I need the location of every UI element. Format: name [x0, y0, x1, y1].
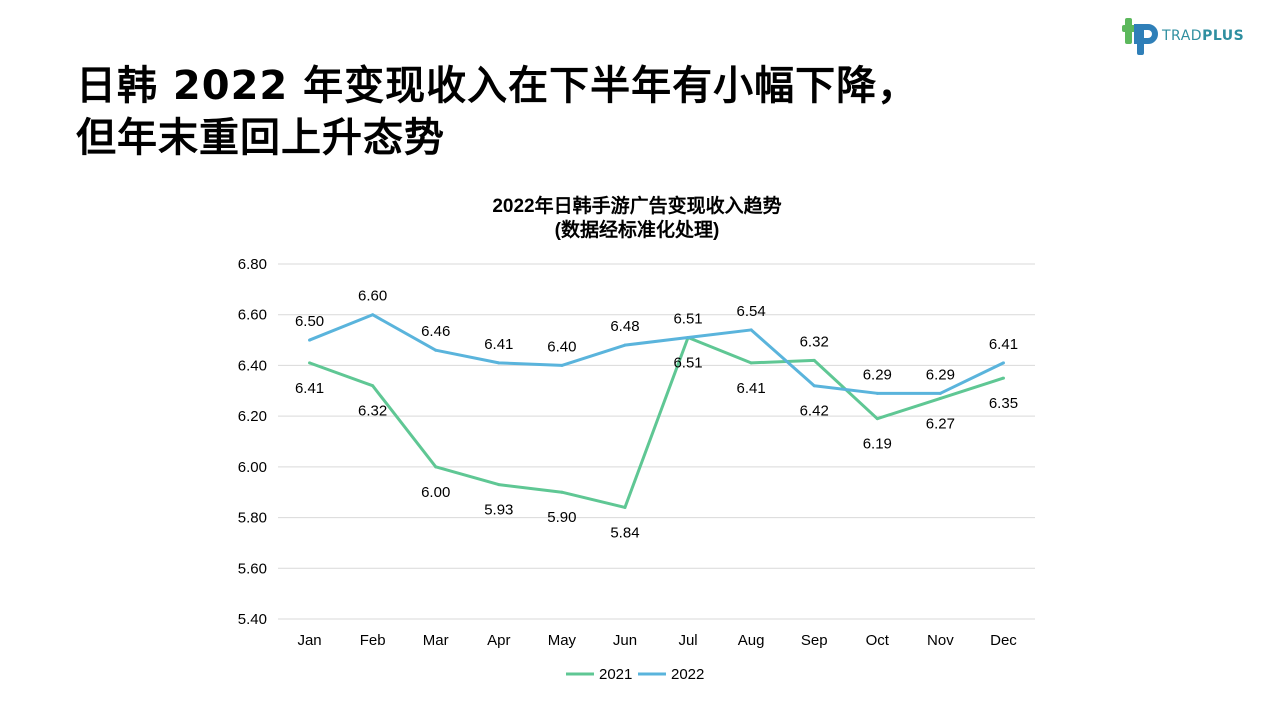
x-axis: Jan Feb Mar Apr May Jun Jul Aug Sep Oct Nov Dec	[297, 632, 1017, 649]
y-tick-label: 6.80	[238, 256, 267, 273]
data-point-2021	[560, 490, 564, 494]
x-tick-label: May	[548, 632, 577, 649]
y-tick-label: 6.60	[238, 307, 267, 324]
y-tick-label: 5.60	[238, 560, 267, 577]
slide-headline-line-2: 但年末重回上升态势	[76, 115, 445, 161]
data-point-2021	[938, 396, 942, 400]
chart-series	[308, 313, 1005, 509]
x-tick-label: Apr	[487, 632, 510, 649]
data-point-2022	[1001, 361, 1005, 365]
data-label-2021: 6.32	[358, 403, 387, 420]
data-label-2022: 6.41	[484, 336, 513, 353]
data-label-2021: 6.27	[926, 415, 955, 432]
y-tick-label: 6.00	[238, 459, 267, 476]
slide-headline-line-1: 日韩 2022 年变现收入在下半年有小幅下降，	[76, 63, 919, 109]
data-label-2021: 6.35	[989, 395, 1018, 412]
data-point-2022	[875, 391, 879, 395]
data-point-2021	[749, 361, 753, 365]
data-label-2022: 6.41	[989, 336, 1018, 353]
chart-subtitle: (数据经标准化处理)	[555, 218, 720, 241]
x-tick-label: Jun	[613, 632, 637, 649]
data-point-2022	[560, 363, 564, 367]
data-point-2022	[371, 313, 375, 317]
x-tick-label: Mar	[423, 632, 449, 649]
y-tick-label: 5.80	[238, 510, 267, 527]
data-point-2022	[497, 361, 501, 365]
y-axis: 5.40 5.60 5.80 6.00 6.20 6.40 6.60 6.80	[238, 256, 267, 628]
series-line-2021	[309, 336, 1004, 509]
data-point-2021	[497, 483, 501, 487]
chart-gridlines	[278, 263, 1035, 620]
data-label-2022: 6.29	[926, 366, 955, 383]
y-tick-label: 6.20	[238, 408, 267, 425]
chart-legend: 2021 2022	[566, 666, 704, 683]
x-tick-label: Jan	[297, 632, 321, 649]
data-label-2022: 6.50	[295, 313, 324, 330]
data-point-2022	[434, 348, 438, 352]
data-label-2021: 5.93	[484, 502, 513, 519]
x-tick-label: Nov	[927, 632, 954, 649]
data-point-2021	[1001, 376, 1005, 380]
data-label-2022: 6.51	[673, 311, 702, 328]
x-tick-label: Jul	[678, 632, 697, 649]
series-line-2022	[308, 313, 1005, 395]
chart-data-labels: 6.50 6.41 6.60 6.32 6.46 6.00 6.41 5.93 6.40 5.90…	[295, 288, 1018, 542]
legend-label-2022: 2022	[671, 666, 704, 683]
data-point-2022	[623, 343, 627, 347]
data-point-2022	[686, 336, 690, 340]
data-point-2021	[434, 465, 438, 469]
data-label-2022: 6.46	[421, 323, 450, 340]
legend-label-2021: 2021	[599, 666, 632, 683]
data-label-2021: 6.41	[295, 380, 324, 397]
data-label-2022: 6.29	[863, 366, 892, 383]
data-point-2022	[812, 384, 816, 388]
x-tick-label: Sep	[801, 632, 828, 649]
y-tick-label: 6.40	[238, 357, 267, 374]
data-point-2022	[938, 391, 942, 395]
tradplus-logo: TRADPLUS	[1122, 18, 1262, 58]
data-label-2021: 5.90	[547, 509, 576, 526]
data-label-2021: 6.32	[800, 333, 829, 350]
data-label-2021: 5.84	[610, 524, 639, 541]
tradplus-logo-icon	[1122, 18, 1158, 55]
data-point-2022	[308, 338, 312, 342]
x-tick-label: Oct	[866, 632, 890, 649]
chart-title: 2022年日韩手游广告变现收入趋势	[492, 194, 781, 217]
data-point-2021	[371, 384, 375, 388]
y-tick-label: 5.40	[238, 611, 267, 628]
data-label-2022: 6.54	[737, 303, 766, 320]
data-point-2021	[812, 358, 816, 362]
data-label-2021: 6.41	[737, 380, 766, 397]
data-point-2021	[308, 361, 312, 365]
data-label-2021: 6.19	[863, 436, 892, 453]
data-point-2022	[749, 328, 753, 332]
data-label-2022: 6.40	[547, 338, 576, 355]
data-point-2021	[875, 417, 879, 421]
logo-wordmark-part-2: PLUS	[1202, 28, 1245, 44]
data-label-2022: 6.60	[358, 288, 387, 305]
data-label-2021: 6.00	[421, 484, 450, 501]
slide-headline: 日韩 2022 年变现收入在下半年有小幅下降， 但年末重回上升态势	[76, 60, 918, 164]
logo-wordmark-part-1: TRAD	[1162, 28, 1203, 44]
x-tick-label: Aug	[738, 632, 765, 649]
x-tick-label: Feb	[360, 632, 386, 649]
data-label-2021: 6.51	[673, 355, 702, 372]
data-label-2022: 6.42	[800, 403, 829, 420]
data-point-2021	[623, 505, 627, 509]
data-label-2022: 6.48	[610, 318, 639, 335]
logo-wordmark: TRADPLUS	[1162, 28, 1244, 44]
x-tick-label: Dec	[990, 632, 1017, 649]
